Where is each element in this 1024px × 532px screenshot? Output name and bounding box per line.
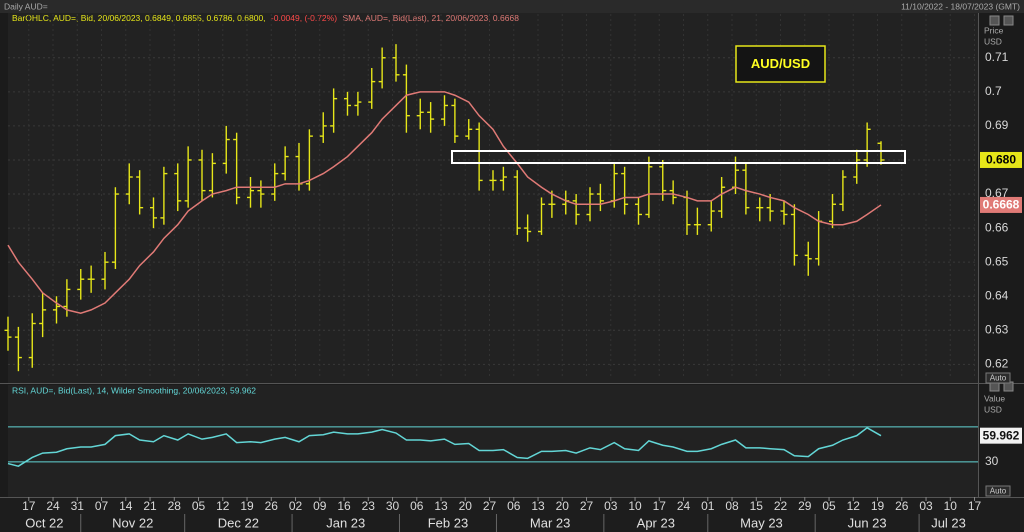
annotation: AUD/USD (751, 56, 810, 71)
month-label: May 23 (740, 515, 783, 530)
x-tick-label: 12 (847, 499, 861, 513)
x-tick-label: 23 (362, 499, 376, 513)
x-tick-label: 14 (119, 499, 133, 513)
month-label: Mar 23 (530, 515, 570, 530)
close-icon[interactable] (1003, 15, 1014, 26)
x-tick-label: 24 (46, 499, 60, 513)
x-tick-label: 08 (725, 499, 739, 513)
date-range: 11/10/2022 - 18/07/2023 (GMT) (901, 1, 1020, 11)
y-tick-label: 0.64 (985, 288, 1009, 302)
y-tick-label: 0.7 (985, 84, 1002, 98)
axis-title: Value (984, 393, 1005, 403)
x-tick-label: 31 (71, 499, 85, 513)
last-value-tag (980, 196, 1022, 213)
x-tick-label: 30 (386, 499, 400, 513)
x-tick-label: 26 (895, 499, 909, 513)
x-tick-label: 02 (289, 499, 303, 513)
last-value-tag (980, 427, 1022, 444)
range-box (451, 150, 906, 164)
x-tick-label: 19 (871, 499, 885, 513)
x-tick-label: 10 (944, 499, 958, 513)
rsi-legend: RSI, AUD=, Bid(Last), 14, Wilder Smoothi… (12, 385, 256, 395)
month-label: Dec 22 (218, 515, 259, 530)
y-tick-label: 0.69 (985, 118, 1009, 132)
x-tick-label: 22 (774, 499, 788, 513)
month-label: Nov 22 (112, 515, 153, 530)
y-tick-label: 0.71 (985, 50, 1009, 64)
x-tick-label: 29 (798, 499, 812, 513)
x-tick-label: 03 (919, 499, 933, 513)
last-value-label: 0.6668 (983, 198, 1020, 212)
month-label: Oct 22 (25, 515, 63, 530)
x-tick-label: 06 (410, 499, 424, 513)
x-tick-label: 19 (240, 499, 254, 513)
x-tick-label: 05 (192, 499, 206, 513)
y-tick-label: 30 (985, 454, 999, 468)
title-bar (0, 0, 1024, 13)
change-legend: -0.0049, (-0.72%) (271, 13, 337, 23)
axis-unit: USD (984, 36, 1002, 46)
labels: 0.620.630.640.650.660.670.680.690.70.710… (22, 50, 1022, 532)
x-tick-label: 01 (701, 499, 715, 513)
y-tick-label: 0.67 (985, 186, 1009, 200)
last-value-tag (980, 151, 1022, 168)
month-label: Jun 23 (848, 515, 887, 530)
x-tick-label: 03 (604, 499, 618, 513)
x-tick-label: 20 (556, 499, 570, 513)
x-tick-label: 26 (265, 499, 279, 513)
x-tick-label: 15 (750, 499, 764, 513)
auto-button[interactable] (985, 372, 1011, 384)
y-tick-label: 0.62 (985, 357, 1009, 371)
chart-title: Daily AUD= (4, 1, 48, 11)
rsi-panel (8, 385, 978, 497)
last-value-label: 0.680 (986, 153, 1016, 167)
line-series (7, 91, 882, 315)
auto-button[interactable] (985, 485, 1011, 497)
x-tick-label: 17 (22, 499, 36, 513)
y-tick-label: 0.66 (985, 220, 1009, 234)
axis-unit: USD (984, 404, 1002, 414)
x-tick-label: 12 (216, 499, 230, 513)
x-tick-label: 07 (95, 499, 109, 513)
x-tick-label: 17 (968, 499, 982, 513)
price-legend: BarOHLC, AUD=, Bid, 20/06/2023, 0.6849, … (12, 13, 519, 23)
marks (4, 44, 885, 467)
y-tick-label: 0.63 (985, 322, 1009, 336)
month-label: Jul 23 (931, 515, 966, 530)
x-tick-label: 13 (434, 499, 448, 513)
annotation-box (735, 45, 826, 83)
month-label: Feb 23 (428, 515, 468, 530)
last-value-label: 59.962 (983, 428, 1020, 442)
auto-label: Auto (990, 374, 1007, 383)
y-tick-label: 0.65 (985, 254, 1009, 268)
axis-title: Price (984, 25, 1004, 35)
x-tick-label: 24 (677, 499, 691, 513)
line-series (7, 426, 882, 467)
x-tick-label: 21 (143, 499, 157, 513)
month-label: Jan 23 (326, 515, 365, 530)
x-tick-label: 06 (507, 499, 521, 513)
date-axis (0, 497, 1024, 532)
sma-legend: SMA, AUD=, Bid(Last), 21, 20/06/2023, 0.… (342, 13, 519, 23)
x-tick-label: 28 (168, 499, 182, 513)
x-tick-label: 27 (580, 499, 594, 513)
ohlc-legend: BarOHLC, AUD=, Bid, 20/06/2023, 0.6849, … (12, 13, 266, 23)
x-tick-label: 20 (459, 499, 473, 513)
month-label: Apr 23 (637, 515, 675, 530)
x-tick-label: 05 (822, 499, 836, 513)
auto-label: Auto (990, 487, 1007, 496)
x-tick-label: 09 (313, 499, 327, 513)
x-tick-label: 16 (337, 499, 351, 513)
x-tick-label: 10 (628, 499, 642, 513)
x-tick-label: 27 (483, 499, 497, 513)
x-tick-label: 13 (531, 499, 545, 513)
panel-icon[interactable] (989, 15, 1000, 26)
x-tick-label: 17 (653, 499, 667, 513)
